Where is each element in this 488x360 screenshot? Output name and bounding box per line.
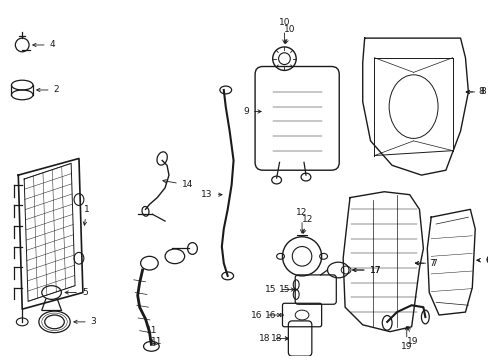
Text: 17: 17 [352,266,380,275]
Text: 7: 7 [414,259,434,268]
Text: 8: 8 [465,87,483,96]
Text: 5: 5 [65,288,87,297]
Text: 12: 12 [302,215,313,233]
Text: 3: 3 [74,318,96,327]
Text: 19: 19 [406,327,417,346]
Text: 11: 11 [151,337,163,346]
Text: 12: 12 [296,208,307,233]
Text: 10: 10 [284,25,295,44]
Text: 6: 6 [476,256,488,265]
Text: 11: 11 [145,325,157,343]
Text: 16: 16 [264,311,283,320]
Text: 1: 1 [83,205,89,225]
Text: 4: 4 [33,40,55,49]
Text: 14: 14 [163,180,193,189]
Text: 15: 15 [264,285,294,294]
Text: 19: 19 [400,327,412,351]
Text: 9: 9 [243,107,261,116]
Text: 8: 8 [465,87,485,96]
Text: 2: 2 [37,85,59,94]
Text: 10: 10 [278,18,289,43]
Text: 7: 7 [414,259,436,268]
Text: 13: 13 [201,190,222,199]
Text: 15: 15 [278,285,297,294]
Text: 18: 18 [259,334,288,343]
Text: 6: 6 [476,256,488,265]
Text: 16: 16 [251,311,280,320]
Text: 17: 17 [352,266,380,275]
Text: 18: 18 [270,334,288,343]
